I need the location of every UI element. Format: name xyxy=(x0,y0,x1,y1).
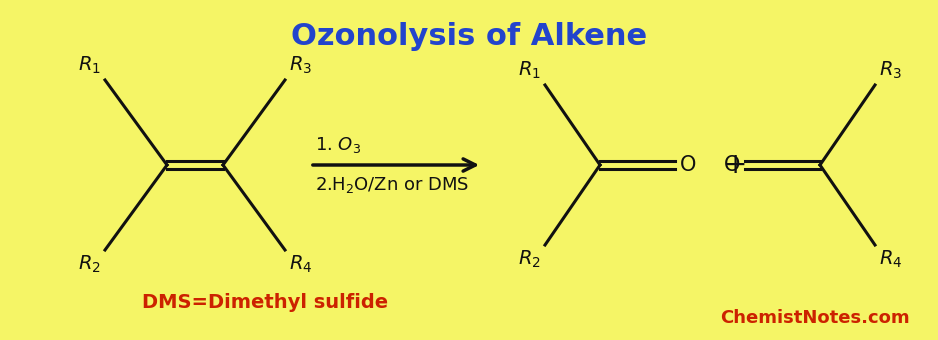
Text: O: O xyxy=(680,155,696,175)
Text: ChemistNotes.com: ChemistNotes.com xyxy=(720,309,910,327)
Text: Ozonolysis of Alkene: Ozonolysis of Alkene xyxy=(291,22,647,51)
Text: 2.H$_2$O/Zn or DMS: 2.H$_2$O/Zn or DMS xyxy=(315,175,469,195)
Text: $R_3$: $R_3$ xyxy=(879,60,902,81)
Text: $R_2$: $R_2$ xyxy=(78,254,101,275)
Text: DMS=Dimethyl sulfide: DMS=Dimethyl sulfide xyxy=(142,292,388,311)
Text: O: O xyxy=(723,155,740,175)
Text: $R_4$: $R_4$ xyxy=(879,249,902,270)
Text: +: + xyxy=(724,151,748,179)
Text: $R_2$: $R_2$ xyxy=(518,249,541,270)
Text: 1. $O_3$: 1. $O_3$ xyxy=(315,135,361,155)
Text: $R_1$: $R_1$ xyxy=(78,55,101,76)
Text: $R_3$: $R_3$ xyxy=(289,55,312,76)
Text: $R_4$: $R_4$ xyxy=(289,254,312,275)
Text: $R_1$: $R_1$ xyxy=(518,60,541,81)
